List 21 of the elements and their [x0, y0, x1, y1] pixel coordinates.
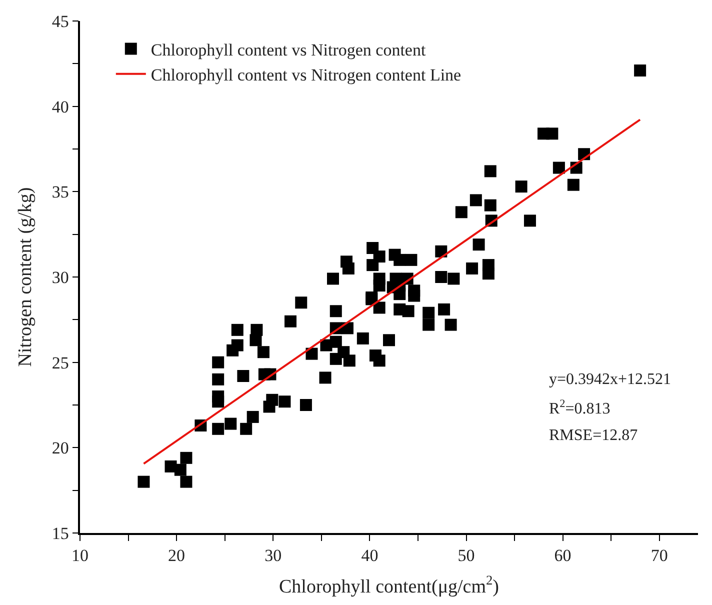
y-axis-title: Nitrogen content (g/kg)	[15, 187, 36, 367]
x-tick-label: 60	[554, 546, 572, 566]
y-tick-label: 25	[52, 353, 69, 372]
y-tick-label: 20	[52, 438, 69, 458]
y-tick-label: 45	[52, 12, 69, 31]
legend-label: Chlorophyll content vs Nitrogen content Line	[150, 66, 462, 85]
x-tick-label: 10	[72, 546, 88, 566]
x-tick-label: 20	[168, 546, 186, 566]
x-tick-label: 70	[650, 546, 668, 566]
x-tick-label: 30	[264, 546, 282, 566]
y-tick-label: 40	[52, 97, 69, 116]
annotation: RMSE=12.87	[549, 427, 638, 444]
annotation: y=0.3942x+12.521	[549, 371, 672, 388]
x-tick-label: 40	[361, 546, 378, 566]
legend-label: Chlorophyll content vs Nitrogen content	[150, 40, 426, 60]
annotation: R$^{2}$=0.813	[549, 398, 610, 418]
y-tick-label: 15	[52, 524, 69, 543]
y-tick-label: 35	[52, 182, 69, 202]
y-tick-label: 30	[52, 268, 69, 287]
x-tick-label: 50	[458, 546, 475, 566]
x-axis-title: Chlorophyll content(μg/cm$^{2}$)	[279, 572, 499, 598]
